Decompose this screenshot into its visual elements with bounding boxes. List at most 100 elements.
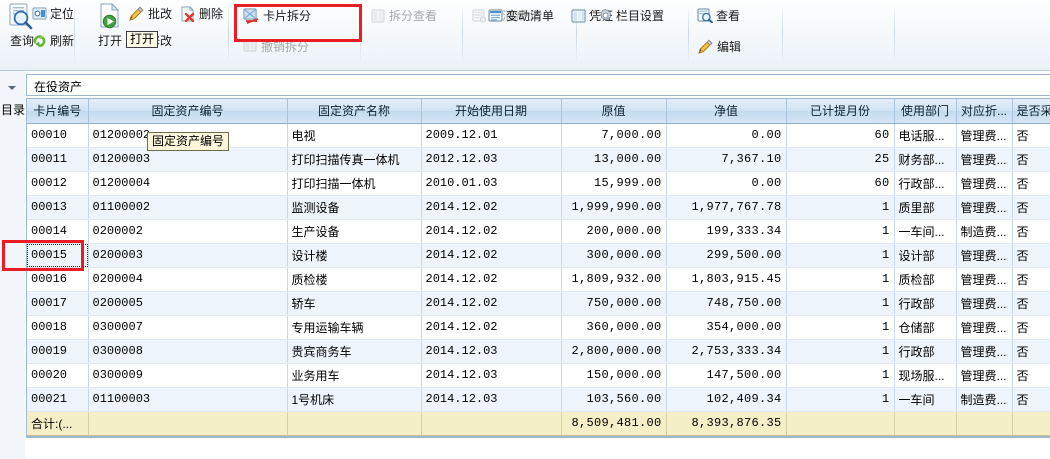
cell-is_purchased[interactable]: 否: [1012, 147, 1050, 172]
chevron-down-icon[interactable]: [8, 86, 16, 90]
cell-asset_name[interactable]: 业务用车: [287, 363, 422, 388]
cell-months_depreciated[interactable]: 1: [786, 291, 895, 316]
cell-is_purchased[interactable]: 否: [1012, 387, 1050, 412]
batch-edit-button[interactable]: 批改: [128, 5, 172, 22]
cell-asset_no[interactable]: 01100002: [88, 195, 288, 220]
cell-department[interactable]: 行政部: [894, 291, 957, 316]
cell-is_purchased[interactable]: 否: [1012, 315, 1050, 340]
table-row[interactable]: 00011 01200003 打印扫描传真一体机 2012.12.03 13,000.0…: [27, 147, 1050, 172]
cell-asset_no[interactable]: 0300009: [88, 363, 288, 388]
table-row[interactable]: 00016 0200004 质检楼 2014.12.02 1,809,932.00 1,8…: [27, 267, 1050, 292]
cell-asset_no[interactable]: 01200003: [88, 147, 288, 172]
cell-net_value[interactable]: 147,500.00: [666, 363, 787, 388]
cell-start_date[interactable]: 2014.12.03: [421, 387, 562, 412]
cell-net_value[interactable]: 748,750.00: [666, 291, 787, 316]
cell-is_purchased[interactable]: 否: [1012, 195, 1050, 220]
cell-months_depreciated[interactable]: 60: [786, 123, 895, 148]
cell-asset_no[interactable]: 0200003: [88, 243, 288, 268]
cell-department[interactable]: 质检部: [894, 267, 957, 292]
edit-button[interactable]: 编辑: [697, 38, 741, 55]
cell-asset_name[interactable]: 生产设备: [287, 219, 422, 244]
cell-months_depreciated[interactable]: 60: [786, 171, 895, 196]
cell-department[interactable]: 一车间...: [894, 219, 957, 244]
cell-start_date[interactable]: 2012.12.03: [421, 147, 562, 172]
cell-depreciation_account[interactable]: 管理费...: [956, 243, 1013, 268]
cell-net_value[interactable]: 102,409.34: [666, 387, 787, 412]
table-body[interactable]: 00010 01200002 电视 2009.12.01 7,000.00 0.00 60 电…: [27, 123, 1050, 436]
cell-department[interactable]: 财务部...: [894, 147, 957, 172]
cell-months_depreciated[interactable]: 1: [786, 267, 895, 292]
column-header-months_depreciated[interactable]: 已计提月份: [786, 99, 895, 124]
cell-net_value[interactable]: 0.00: [666, 171, 787, 196]
cell-original_value[interactable]: 13,000.00: [561, 147, 667, 172]
cell-asset_name[interactable]: 质检楼: [287, 267, 422, 292]
cell-department[interactable]: 一车间: [894, 387, 957, 412]
card-split-button[interactable]: 卡片拆分: [243, 7, 311, 24]
cell-depreciation_account[interactable]: 管理费...: [956, 291, 1013, 316]
cell-asset_name[interactable]: 贵宾商务车: [287, 339, 422, 364]
table-row[interactable]: 00013 01100002 监测设备 2014.12.02 1,999,990.00 1…: [27, 195, 1050, 220]
cell-asset_name[interactable]: 设计楼: [287, 243, 422, 268]
cell-asset_name[interactable]: 1号机床: [287, 387, 422, 412]
cell-depreciation_account[interactable]: 管理费...: [956, 147, 1013, 172]
cell-card_no[interactable]: 00013: [27, 195, 89, 220]
cell-department[interactable]: 设计部: [894, 243, 957, 268]
cell-net_value[interactable]: 299,500.00: [666, 243, 787, 268]
cell-asset_name[interactable]: 轿车: [287, 291, 422, 316]
cell-start_date[interactable]: 2009.12.01: [421, 123, 562, 148]
cell-card_no[interactable]: 00019: [27, 339, 89, 364]
cell-depreciation_account[interactable]: 制造费...: [956, 387, 1013, 412]
cell-card_no[interactable]: 00018: [27, 315, 89, 340]
cell-card_no[interactable]: 00012: [27, 171, 89, 196]
cell-months_depreciated[interactable]: 1: [786, 243, 895, 268]
open-button[interactable]: 打开: [86, 3, 134, 49]
cell-depreciation_account[interactable]: 管理费...: [956, 339, 1013, 364]
cell-net_value[interactable]: 1,803,915.45: [666, 267, 787, 292]
refresh-button[interactable]: 刷新: [32, 32, 74, 49]
column-header-department[interactable]: 使用部门: [894, 99, 957, 124]
table-header-row[interactable]: 卡片编号 固定资产编号 固定资产名称 开始使用日期 原值 净值 已计提月份 使用部门 对应折..…: [27, 99, 1050, 124]
cell-depreciation_account[interactable]: 管理费...: [956, 195, 1013, 220]
cell-start_date[interactable]: 2014.12.02: [421, 195, 562, 220]
asset-grid[interactable]: 卡片编号 固定资产编号 固定资产名称 开始使用日期 原值 净值 已计提月份 使用部门 对应折..…: [26, 98, 1050, 438]
cell-net_value[interactable]: 354,000.00: [666, 315, 787, 340]
cell-asset_no[interactable]: 0200005: [88, 291, 288, 316]
change-list-button[interactable]: 变动清单: [488, 7, 554, 24]
cell-net_value[interactable]: 2,753,333.34: [666, 339, 787, 364]
locate-button[interactable]: 定位: [32, 5, 74, 22]
cell-asset_no[interactable]: 01100003: [88, 387, 288, 412]
table-row[interactable]: 00018 0300007 专用运输车辆 2014.12.02 360,000.00 35…: [27, 315, 1050, 340]
cell-original_value[interactable]: 300,000.00: [561, 243, 667, 268]
cell-months_depreciated[interactable]: 25: [786, 147, 895, 172]
cell-depreciation_account[interactable]: 管理费...: [956, 315, 1013, 340]
table-row[interactable]: 00020 0300009 业务用车 2014.12.03 150,000.00 147,…: [27, 363, 1050, 388]
cell-card_no[interactable]: 00017: [27, 291, 89, 316]
cell-depreciation_account[interactable]: 制造费...: [956, 219, 1013, 244]
table-row[interactable]: 00017 0200005 轿车 2014.12.02 750,000.00 748,75…: [27, 291, 1050, 316]
cell-net_value[interactable]: 1,977,767.78: [666, 195, 787, 220]
cell-depreciation_account[interactable]: 管理费...: [956, 363, 1013, 388]
cell-asset_no[interactable]: 0200002: [88, 219, 288, 244]
cell-card_no[interactable]: 00010: [27, 123, 89, 148]
cell-months_depreciated[interactable]: 1: [786, 387, 895, 412]
cell-department[interactable]: 行政部...: [894, 171, 957, 196]
cell-original_value[interactable]: 2,800,000.00: [561, 339, 667, 364]
cell-net_value[interactable]: 199,333.34: [666, 219, 787, 244]
cell-is_purchased[interactable]: 否: [1012, 219, 1050, 244]
cell-months_depreciated[interactable]: 1: [786, 339, 895, 364]
table-row[interactable]: 00012 01200004 打印扫描一体机 2010.01.03 15,999.00 0…: [27, 171, 1050, 196]
cell-is_purchased[interactable]: 否: [1012, 363, 1050, 388]
view-button[interactable]: 查看: [697, 7, 740, 24]
cell-net_value[interactable]: 7,367.10: [666, 147, 787, 172]
cell-depreciation_account[interactable]: 管理费...: [956, 123, 1013, 148]
cell-asset_name[interactable]: 监测设备: [287, 195, 422, 220]
cell-department[interactable]: 现场服...: [894, 363, 957, 388]
cell-department[interactable]: 质里部: [894, 195, 957, 220]
table-row[interactable]: 00015 0200003 设计楼 2014.12.02 300,000.00 299,5…: [27, 243, 1050, 268]
cell-original_value[interactable]: 15,999.00: [561, 171, 667, 196]
cell-asset_no[interactable]: 0300007: [88, 315, 288, 340]
cell-original_value[interactable]: 360,000.00: [561, 315, 667, 340]
cell-asset_no[interactable]: 0300008: [88, 339, 288, 364]
cell-asset_name[interactable]: 专用运输车辆: [287, 315, 422, 340]
cell-original_value[interactable]: 1,809,932.00: [561, 267, 667, 292]
